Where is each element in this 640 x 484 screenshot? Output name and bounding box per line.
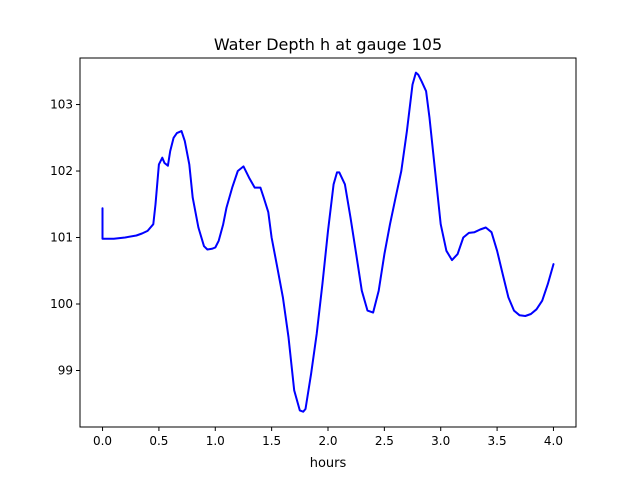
x-axis-ticks: 0.0 0.5 1.0 1.5 2.0 2.5 3.0 3.5 4.0: [93, 427, 563, 448]
chart-title: Water Depth h at gauge 105: [214, 35, 442, 54]
plot-frame: [79, 57, 577, 428]
y-tick-label: 103: [50, 98, 73, 112]
y-tick-label: 102: [50, 164, 73, 178]
x-tick-label: 1.5: [262, 434, 281, 448]
series-line: [101, 71, 555, 413]
x-tick-label: 1.0: [206, 434, 225, 448]
x-tick-label: 3.5: [488, 434, 507, 448]
x-tick-label: 2.5: [375, 434, 394, 448]
y-axis-ticks: 99 100 101 102 103: [50, 98, 80, 377]
x-axis-label: hours: [310, 456, 347, 471]
y-tick-label: 100: [50, 297, 73, 311]
x-tick-label: 2.0: [318, 434, 337, 448]
y-tick-label: 99: [58, 363, 73, 377]
x-tick-label: 0.5: [149, 434, 168, 448]
x-tick-label: 0.0: [93, 434, 112, 448]
y-tick-label: 101: [50, 231, 73, 245]
x-tick-label: 4.0: [544, 434, 563, 448]
x-tick-label: 3.0: [431, 434, 450, 448]
